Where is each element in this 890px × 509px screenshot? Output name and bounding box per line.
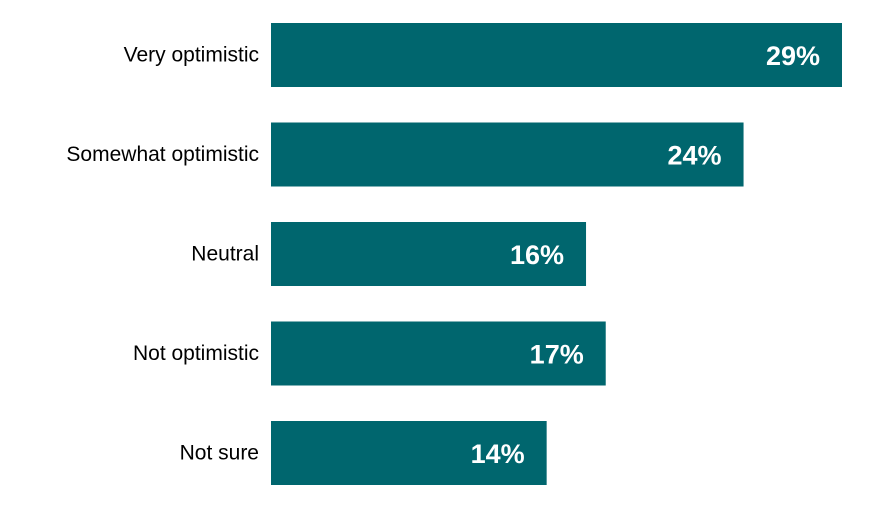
category-label-somewhat-optimistic: Somewhat optimistic xyxy=(66,143,259,166)
value-label-somewhat-optimistic: 24% xyxy=(668,141,722,171)
value-labels: 29% 24% 16% 17% 14% xyxy=(471,41,820,469)
category-label-not-optimistic: Not optimistic xyxy=(133,342,259,365)
bar-not-optimistic xyxy=(271,321,606,386)
bar-somewhat-optimistic xyxy=(271,122,744,187)
value-label-not-sure: 14% xyxy=(471,439,525,469)
bar-very-optimistic xyxy=(271,23,842,87)
bar-not-sure xyxy=(271,421,547,485)
bars-group xyxy=(271,23,842,485)
category-labels: Very optimistic Somewhat optimistic Neutra… xyxy=(66,44,259,465)
category-label-very-optimistic: Very optimistic xyxy=(124,44,259,67)
bar-neutral xyxy=(271,222,587,286)
category-label-not-sure: Not sure xyxy=(180,442,259,465)
value-label-not-optimistic: 17% xyxy=(530,340,584,370)
value-label-neutral: 16% xyxy=(510,240,564,270)
value-label-very-optimistic: 29% xyxy=(766,41,820,71)
category-label-neutral: Neutral xyxy=(191,243,259,266)
